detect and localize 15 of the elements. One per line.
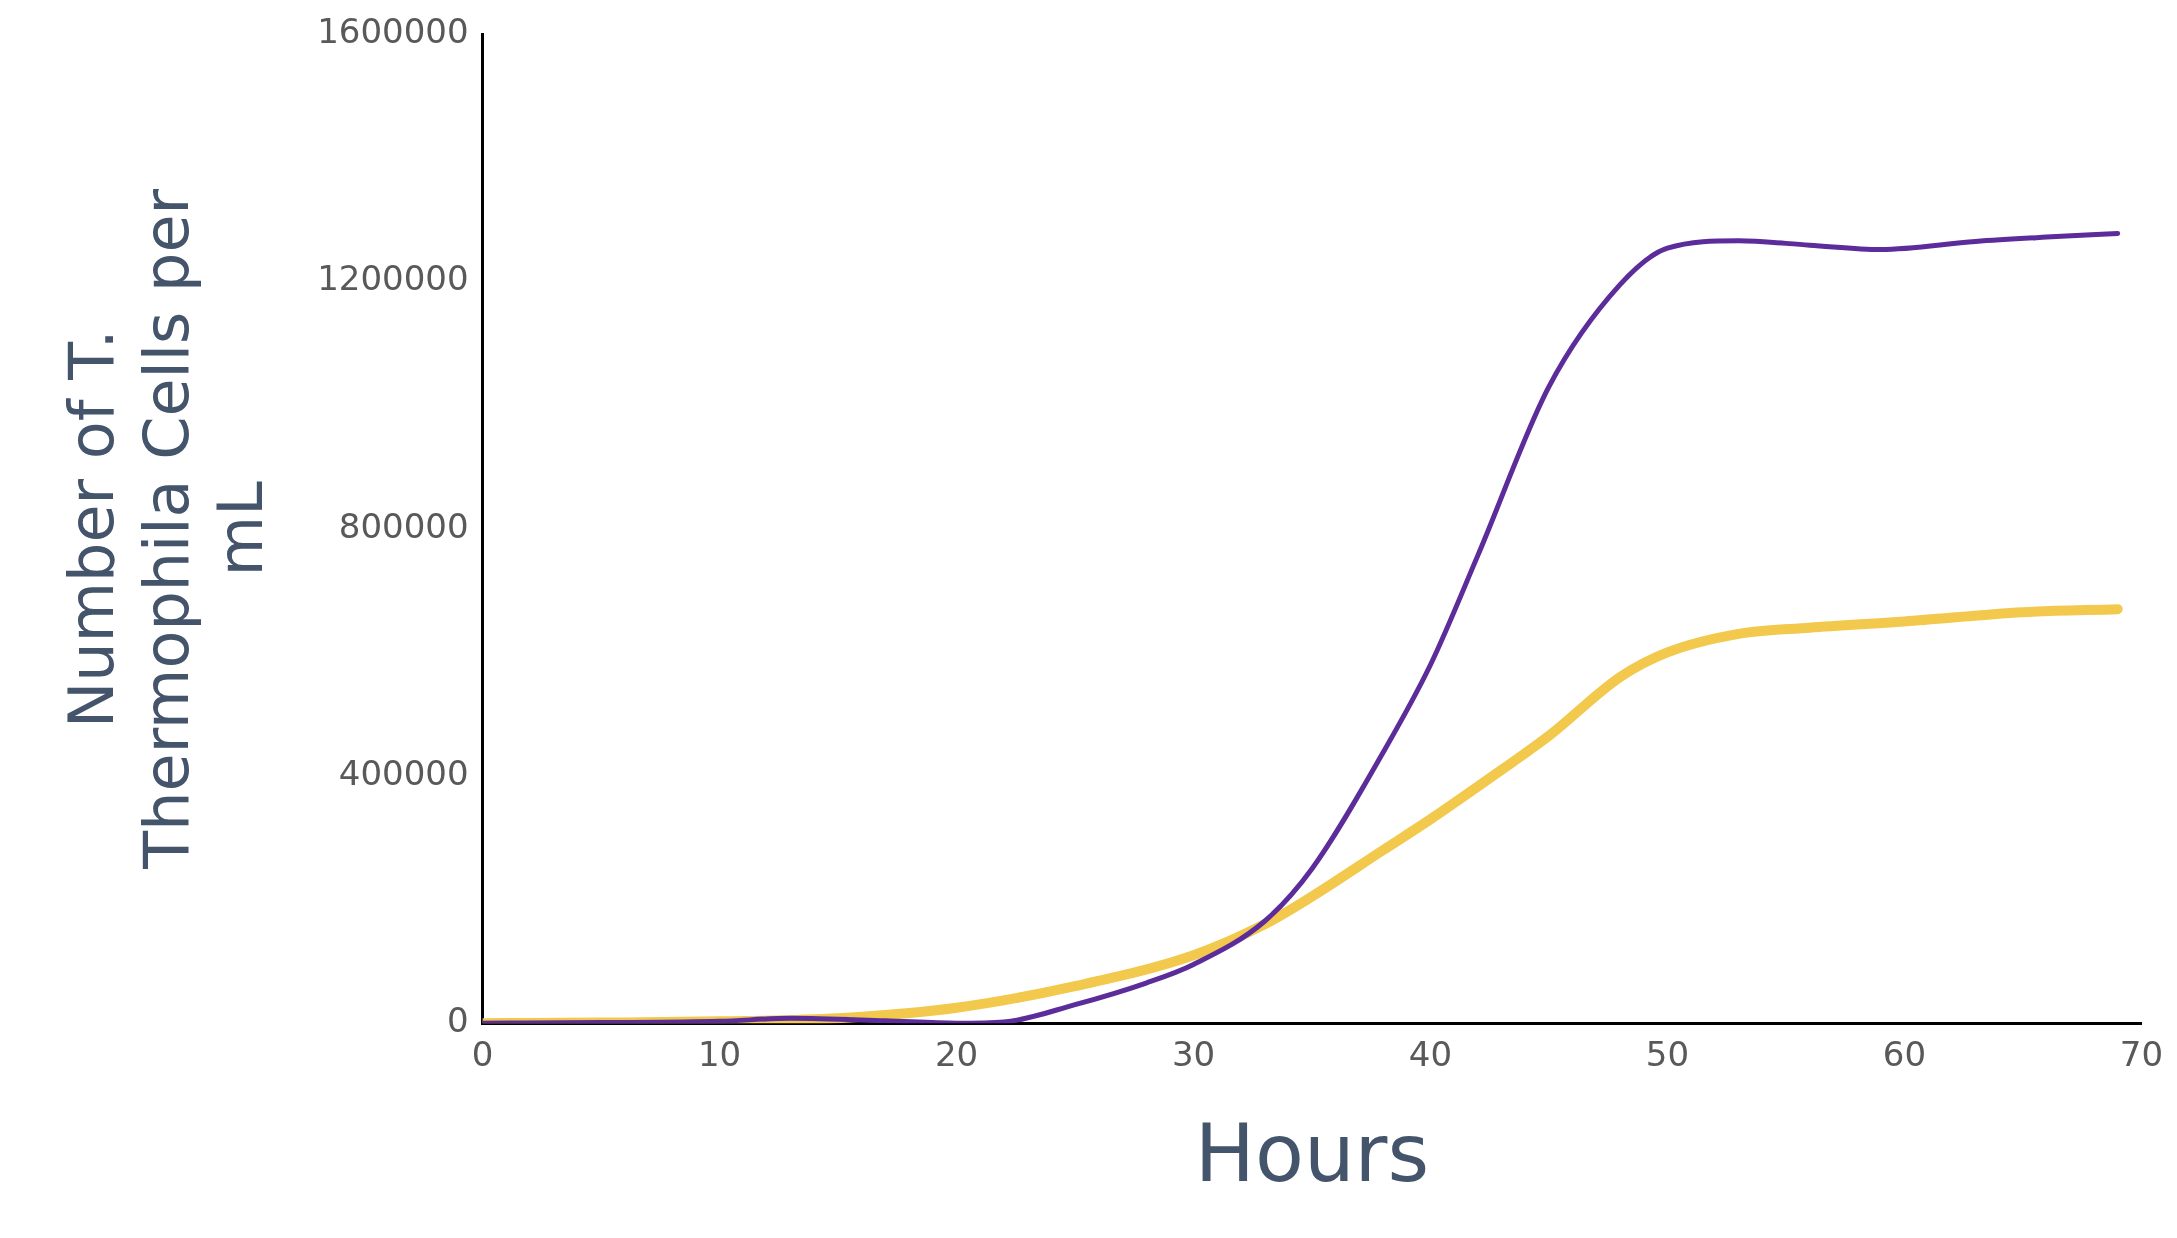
x-tick-label: 40 [1408,1034,1453,1075]
y-tick-label: 800000 [338,505,469,546]
x-tick-label: 70 [2119,1034,2163,1075]
x-tick-label: 0 [471,1034,494,1075]
x-tick-label: 20 [934,1034,979,1075]
y-tick-label: 1600000 [317,11,469,52]
y-tick-label: 400000 [338,752,469,793]
y-tick-label: 1200000 [317,258,469,299]
y-tick-label: 0 [446,1000,469,1041]
x-axis-title: Hours [1194,1106,1430,1200]
x-tick-label: 10 [697,1034,742,1075]
y-axis-title: Number of T. Thermophila Cells per mL [55,188,278,870]
x-tick-label: 30 [1171,1034,1216,1075]
x-tick-label: 60 [1882,1034,1927,1075]
x-tick-label: 50 [1645,1034,1690,1075]
